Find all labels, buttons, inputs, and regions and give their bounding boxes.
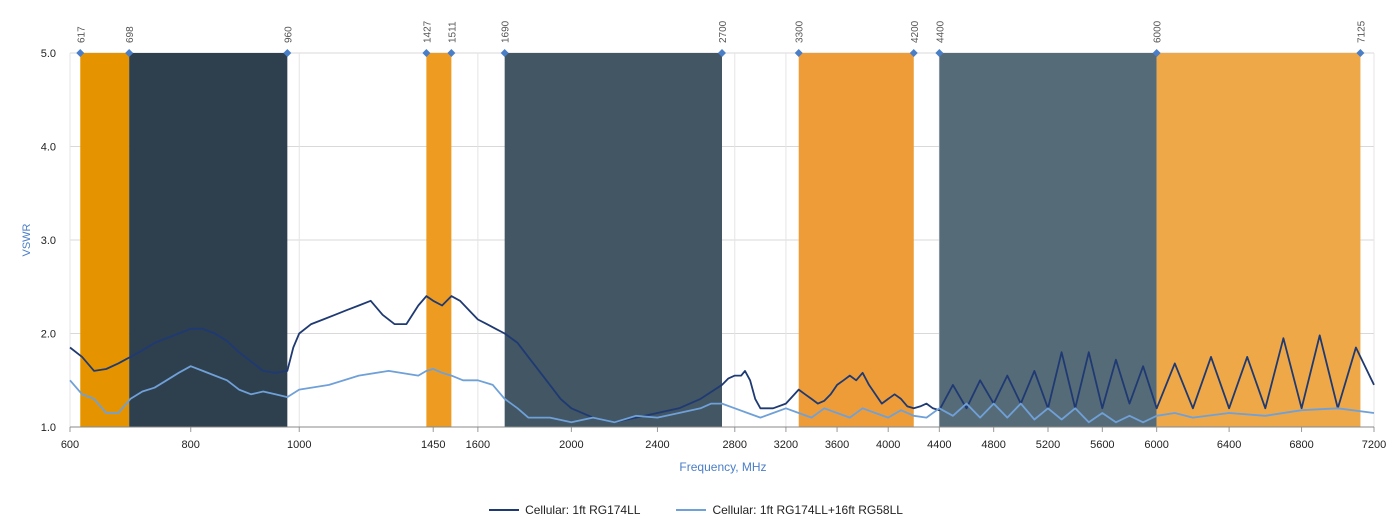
series-line-1 bbox=[69, 295, 1375, 424]
legend-label-series-1: Cellular: 1ft RG174LL bbox=[525, 503, 641, 517]
band-edge-marker bbox=[422, 49, 431, 57]
frequency-bands bbox=[80, 53, 1361, 427]
band-edge-label: 1511 bbox=[447, 21, 458, 43]
band-rect bbox=[129, 53, 288, 427]
x-axis-title: Frequency, MHz bbox=[679, 460, 766, 474]
x-tick-label: 3200 bbox=[774, 439, 798, 451]
band-edge-label: 4200 bbox=[910, 20, 921, 43]
band-edge-label: 698 bbox=[125, 26, 136, 43]
band-rect bbox=[80, 53, 130, 427]
y-tick-label: 4.0 bbox=[41, 142, 56, 154]
band-edge-label: 3300 bbox=[795, 20, 806, 43]
legend-label-series-2: Cellular: 1ft RG174LL+16ft RG58LL bbox=[712, 503, 903, 517]
legend-swatch-series-2 bbox=[676, 509, 707, 511]
band-edge-label: 617 bbox=[76, 26, 87, 43]
band-rect bbox=[426, 53, 452, 427]
y-axis-title: VSWR bbox=[21, 223, 33, 256]
band-edge-label: 6000 bbox=[1153, 20, 1164, 43]
series-lines bbox=[69, 295, 1375, 424]
band-edge-marker bbox=[283, 49, 292, 57]
band-rect bbox=[798, 53, 914, 427]
x-tick-label: 5200 bbox=[1036, 439, 1060, 451]
legend-item-series-1: Cellular: 1ft RG174LL bbox=[489, 503, 640, 517]
band-edge-label: 960 bbox=[283, 26, 294, 43]
band-edge-marker bbox=[909, 49, 918, 57]
x-tick-label: 2000 bbox=[559, 439, 583, 451]
x-tick-label: 2400 bbox=[645, 439, 669, 451]
vswr-chart: 1.0 2.0 3.0 4.0 5.0 600 800 1000 1450 1600 2000 240… bbox=[21, 20, 1387, 474]
band-edge-label: 2700 bbox=[718, 20, 729, 43]
band-edge-marker bbox=[76, 49, 85, 57]
y-tick-label: 2.0 bbox=[41, 329, 56, 341]
band-edge-label: 7125 bbox=[1356, 20, 1367, 43]
band-edge-marker bbox=[500, 49, 509, 57]
x-tick-label: 2800 bbox=[723, 439, 747, 451]
x-tick-label: 3600 bbox=[825, 439, 849, 451]
series-line-2 bbox=[69, 365, 1375, 424]
band-rect bbox=[939, 53, 1157, 427]
x-tick-label: 6800 bbox=[1289, 439, 1313, 451]
legend-swatch-series-1 bbox=[489, 509, 520, 511]
x-tick-label: 4000 bbox=[876, 439, 900, 451]
y-tick-label: 3.0 bbox=[41, 235, 56, 247]
legend-item-series-2: Cellular: 1ft RG174LL+16ft RG58LL bbox=[676, 503, 903, 517]
band-edge-marker bbox=[125, 49, 134, 57]
band-edge-marker bbox=[718, 49, 726, 57]
x-tick-label: 1600 bbox=[466, 439, 490, 451]
x-tick-label: 800 bbox=[182, 439, 200, 451]
y-tick-label: 1.0 bbox=[41, 422, 56, 434]
x-tick-label: 7200 bbox=[1362, 439, 1386, 451]
chart-legend: Cellular: 1ft RG174LL Cellular: 1ft RG17… bbox=[0, 503, 1392, 517]
x-tick-label: 6400 bbox=[1217, 439, 1241, 451]
band-rect bbox=[1156, 53, 1361, 427]
band-edge-label: 4400 bbox=[935, 20, 946, 43]
x-tick-label: 1000 bbox=[287, 439, 311, 451]
x-tick-label: 600 bbox=[61, 439, 79, 451]
band-edge-labels: 617 698 960 1427 1511 1690 2700 3300 4200 4400 600… bbox=[76, 20, 1367, 57]
band-edge-label: 1690 bbox=[501, 20, 512, 43]
band-rect bbox=[504, 53, 722, 427]
band-edge-marker bbox=[794, 49, 803, 57]
x-tick-label: 6000 bbox=[1144, 439, 1168, 451]
band-edge-marker bbox=[1152, 49, 1161, 57]
band-edge-marker bbox=[1356, 49, 1365, 57]
x-tick-label: 4800 bbox=[981, 439, 1005, 451]
x-tick-label: 5600 bbox=[1090, 439, 1114, 451]
y-tick-label: 5.0 bbox=[41, 48, 56, 60]
axes: 1.0 2.0 3.0 4.0 5.0 600 800 1000 1450 1600 2000 240… bbox=[41, 48, 1387, 451]
band-edge-marker bbox=[935, 49, 944, 57]
band-edge-marker bbox=[447, 49, 456, 57]
band-edge-label: 1427 bbox=[422, 20, 433, 43]
x-tick-label: 1450 bbox=[421, 439, 445, 451]
x-tick-label: 4400 bbox=[927, 439, 951, 451]
